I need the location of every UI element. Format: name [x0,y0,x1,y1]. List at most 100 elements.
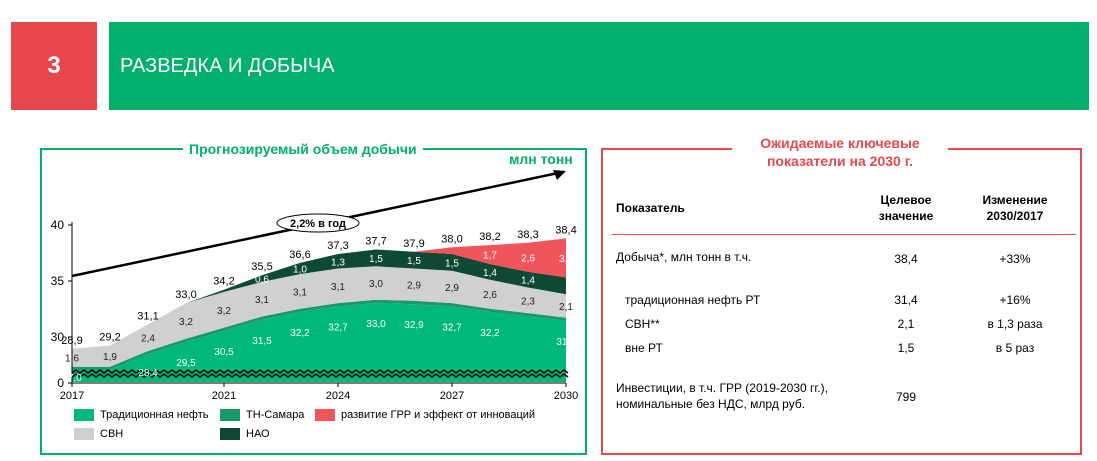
data-label: 1,4 [521,276,535,287]
x-tick-label: 2017 [60,390,84,402]
y-tick-label: 0 [57,376,64,390]
x-tick-label: 2027 [440,390,464,402]
row-indicator: вне РТ [625,341,663,355]
row-change: +16% [999,293,1031,307]
total-label: 37,3 [327,240,348,252]
axis-break-line [71,369,569,374]
chart-unit: млн тонн [509,151,573,167]
data-label: 1,4 [483,268,497,279]
row-target: 1,5 [897,341,915,355]
total-label: 38,4 [555,224,576,236]
data-label: 3,2 [179,317,193,328]
total-label: 35,5 [251,261,272,273]
total-label: 36,6 [289,249,310,261]
y-tick-label: 30 [51,330,65,344]
data-label: 32,2 [480,328,500,339]
legend-label: развитие ГРР и эффект от инноваций [341,409,536,421]
data-label: 32,2 [290,328,310,339]
total-label: 37,7 [365,236,386,248]
data-label: 2,4 [141,334,155,345]
data-label: 2,6 [483,290,497,301]
data-label: 30,5 [214,347,234,358]
legend-swatch [220,409,240,421]
legend-label: Традиционная нефть [100,409,209,421]
legend-item-svn: СВН [74,428,123,440]
trend-arrow-head [553,170,566,180]
legend-label: НАО [246,428,270,440]
data-label: 27,0 [62,373,82,384]
data-label: 1,6 [65,354,79,365]
x-tick-label: 2021 [212,390,236,402]
legend-item-grr: развитие ГРР и эффект от инноваций [315,409,535,421]
total-label: 28,9 [61,335,82,347]
area-нао [72,249,566,349]
data-label: 1,5 [407,256,421,267]
area-свн [72,266,566,367]
section-title-bar: РАЗВЕДКА И ДОБЫЧА [109,22,1089,110]
data-label: 3,1 [293,287,307,298]
data-label: 3,1 [255,295,269,306]
data-label: 2,1 [559,302,573,313]
data-label: 33,0 [366,319,386,330]
header-indicator: Показатель [616,201,685,215]
data-label: 32,9 [404,320,424,331]
legend-swatch [74,409,94,421]
row-target: 38,4 [894,252,918,266]
x-tick-label: 2024 [326,390,350,402]
row-change: в 1,3 раза [987,317,1043,331]
kpi-title: Ожидаемые ключевые показатели на 2030 г. [732,134,948,170]
trend-label: 2,2% в год [290,218,346,230]
area-тн-самара [72,299,566,370]
total-label: 38,2 [479,231,500,243]
section-title: РАЗВЕДКА И ДОБЫЧА [120,54,335,77]
chart-labels: 27,0 28,4 29,5 30,5 31,5 32,2 32,7 33,0 32,9 32,7… [61,224,576,384]
legend-item-nao: НАО [220,428,270,440]
data-label: 2,6 [521,253,535,264]
data-label: 32,7 [442,322,462,333]
legend-swatch [315,409,335,421]
legend-item-tn-samara: ТН-Самара [220,409,304,421]
data-label: 1,3 [331,257,345,268]
data-label: 0,6 [255,275,269,286]
section-number: 3 [11,22,97,110]
data-label: 32,7 [328,322,348,333]
legend-item-traditional: Традиционная нефть [74,409,209,421]
header-target: Целевое значение [878,193,934,223]
row-change: +33% [999,252,1031,266]
row-indicator: Инвестиции, в т.ч. ГРР (2019-2030 гг.), … [616,381,828,411]
row-target: 799 [895,390,917,404]
data-label: 1,9 [103,352,117,363]
row-change: в 5 раз [995,341,1035,355]
trend-badge [276,213,360,233]
data-label: 2,9 [445,283,459,294]
data-label: 3,5 [559,254,573,265]
y-tick-label: 35 [51,274,65,288]
total-label: 31,1 [137,310,158,322]
data-label: 29,5 [176,358,196,369]
legend-swatch [220,428,240,440]
data-label: 1,7 [483,251,497,262]
table-divider [612,234,1076,235]
x-tick-label: 2030 [554,390,578,402]
data-label: 31,5 [252,336,272,347]
row-target: 2,1 [897,317,915,331]
row-indicator: Добыча*, млн тонн в т.ч. [616,250,752,264]
data-label: 1,5 [369,254,383,265]
data-label: 28,4 [138,368,158,379]
data-label: 3,2 [217,306,231,317]
legend-label: СВН [100,428,124,440]
chart-axes: 0 30 35 40 2017 2021 2024 2027 2030 2,2% в год [51,170,578,402]
data-label: 1,0 [293,265,307,276]
legend-label: ТН-Самара [246,409,305,421]
data-label: 3,0 [369,279,383,290]
data-label: 2,3 [521,296,535,307]
row-indicator: СВН** [625,317,660,331]
row-indicator: традиционная нефть РТ [625,293,761,307]
data-label: 2,9 [407,281,421,292]
chart-areas [72,238,566,382]
total-label: 33,0 [175,289,196,301]
area-традиционная-нефть [72,303,566,382]
area-развитие-грр-и-эффект-от-инноваций [72,238,566,349]
data-label: 3,1 [331,282,345,293]
